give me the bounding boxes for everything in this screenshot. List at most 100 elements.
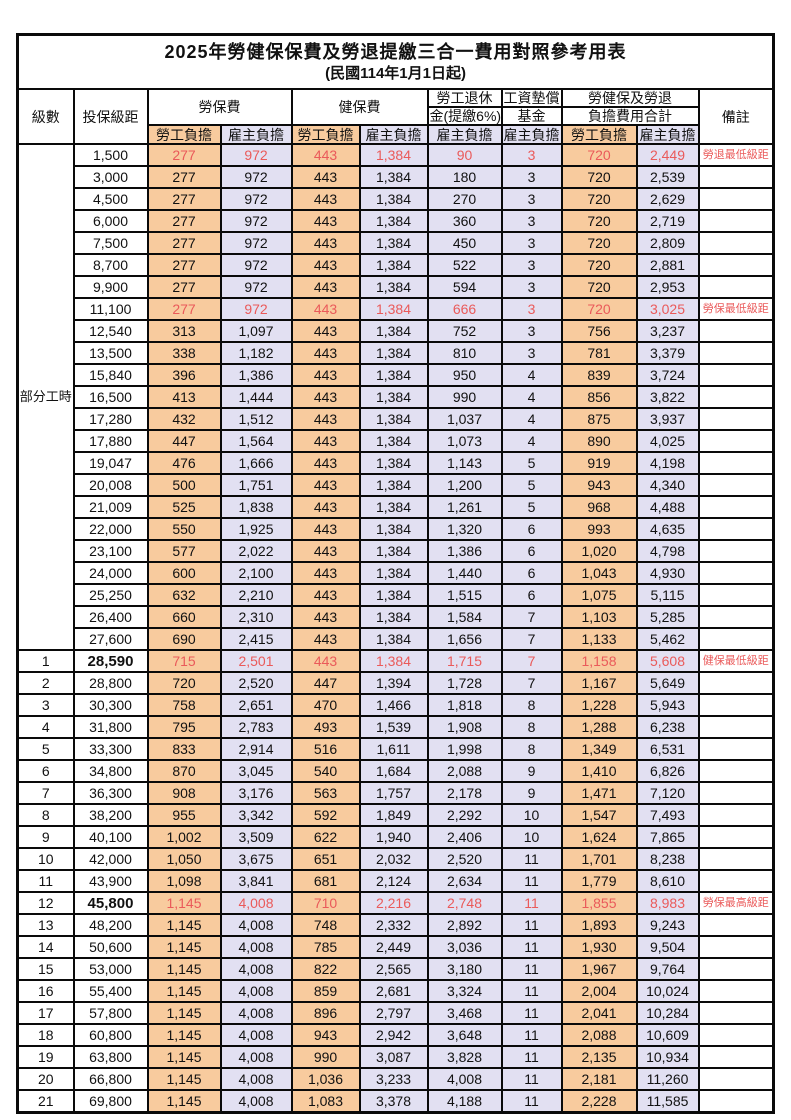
bracket-cell: 40,100	[72, 825, 149, 850]
level-cell: 1	[16, 649, 75, 674]
bracket-cell: 50,600	[72, 935, 149, 960]
note-cell	[697, 979, 775, 1004]
bracket-cell: 15,840	[72, 363, 149, 388]
value-cell: 1,611	[358, 737, 429, 762]
table-row: 15 53,000 1,145 4,008 822 2,565 3,180 11 1,967 9,…	[16, 957, 775, 982]
table-row: 19 63,800 1,145 4,008 990 3,087 3,828 11 2,135 10…	[16, 1045, 775, 1070]
value-cell: 540	[290, 759, 361, 784]
note-cell	[697, 913, 775, 938]
bracket-cell: 38,200	[72, 803, 149, 828]
value-cell: 6	[500, 539, 563, 564]
value-cell: 443	[290, 605, 361, 630]
value-cell: 795	[146, 715, 222, 740]
value-cell: 443	[290, 341, 361, 366]
value-cell: 4	[500, 363, 563, 388]
bracket-cell: 42,000	[72, 847, 149, 872]
value-cell: 396	[146, 363, 222, 388]
level-cell: 15	[16, 957, 75, 982]
value-cell: 6	[500, 517, 563, 542]
value-cell: 500	[146, 473, 222, 498]
value-cell: 1,940	[358, 825, 429, 850]
value-cell: 443	[290, 385, 361, 410]
value-cell: 594	[426, 275, 503, 300]
note-cell: 健保最低級距	[697, 649, 775, 674]
value-cell: 1,384	[358, 209, 429, 234]
value-cell: 2,539	[635, 165, 700, 190]
note-cell	[697, 627, 775, 652]
bracket-cell: 17,880	[72, 429, 149, 454]
bracket-cell: 69,800	[72, 1089, 149, 1114]
bracket-cell: 28,800	[72, 671, 149, 696]
table-row: 15,840 396 1,386 443 1,384 950 4 839 3,724	[18, 363, 775, 388]
value-cell: 2,634	[426, 869, 503, 894]
value-cell: 3,675	[219, 847, 293, 872]
value-cell: 1,145	[146, 1045, 222, 1070]
table-row: 11 43,900 1,098 3,841 681 2,124 2,634 11 1,779 8,…	[16, 869, 775, 894]
note-cell	[697, 539, 775, 564]
value-cell: 1,182	[219, 341, 293, 366]
value-cell: 4,008	[219, 913, 293, 938]
value-cell: 4,798	[635, 539, 700, 564]
value-cell: 2,041	[560, 1001, 638, 1026]
value-cell: 3	[500, 319, 563, 344]
value-cell: 443	[290, 583, 361, 608]
bracket-cell: 33,300	[72, 737, 149, 762]
bracket-cell: 30,300	[72, 693, 149, 718]
value-cell: 7	[500, 671, 563, 696]
value-cell: 2,942	[358, 1023, 429, 1048]
value-cell: 4,008	[219, 1045, 293, 1070]
col-header-wage-fund-line1: 工資墊償	[500, 87, 563, 109]
value-cell: 1,584	[426, 605, 503, 630]
value-cell: 1,167	[560, 671, 638, 696]
value-cell: 839	[560, 363, 638, 388]
value-cell: 277	[146, 209, 222, 234]
value-cell: 3,045	[219, 759, 293, 784]
value-cell: 3,841	[219, 869, 293, 894]
col-header-labor-insurance: 勞保費	[146, 87, 293, 127]
value-cell: 1,384	[358, 165, 429, 190]
level-cell: 5	[16, 737, 75, 762]
value-cell: 5	[500, 473, 563, 498]
value-cell: 443	[290, 561, 361, 586]
level-cell: 11	[16, 869, 75, 894]
value-cell: 1,145	[146, 891, 222, 916]
value-cell: 443	[290, 209, 361, 234]
value-cell: 1,930	[560, 935, 638, 960]
note-cell	[697, 561, 775, 586]
value-cell: 972	[219, 231, 293, 256]
value-cell: 972	[219, 275, 293, 300]
note-cell	[697, 1089, 775, 1114]
level-cell: 17	[16, 1001, 75, 1026]
table-body: 部分工時 1,500 277 972 443 1,384 90 3 720 2,449 勞退最低級距…	[16, 143, 775, 1114]
value-cell: 3,509	[219, 825, 293, 850]
value-cell: 2,088	[426, 759, 503, 784]
value-cell: 690	[146, 627, 222, 652]
value-cell: 443	[290, 231, 361, 256]
value-cell: 1,384	[358, 517, 429, 542]
value-cell: 1,384	[358, 385, 429, 410]
note-cell	[697, 583, 775, 608]
note-cell	[697, 803, 775, 828]
note-cell	[697, 1067, 775, 1092]
value-cell: 710	[290, 891, 361, 916]
level-cell: 19	[16, 1045, 75, 1070]
value-cell: 752	[426, 319, 503, 344]
value-cell: 1,384	[358, 561, 429, 586]
value-cell: 1,998	[426, 737, 503, 762]
table-row: 21,009 525 1,838 443 1,384 1,261 5 968 4,488	[18, 495, 775, 520]
value-cell: 2,449	[358, 935, 429, 960]
value-cell: 2,032	[358, 847, 429, 872]
value-cell: 8	[500, 693, 563, 718]
value-cell: 9,504	[635, 935, 700, 960]
value-cell: 1,384	[358, 341, 429, 366]
value-cell: 2,629	[635, 187, 700, 212]
value-cell: 277	[146, 143, 222, 168]
col-header-wage-fund-line2: 基金	[500, 106, 563, 127]
value-cell: 6,826	[635, 759, 700, 784]
value-cell: 3	[500, 297, 563, 322]
value-cell: 4,008	[219, 979, 293, 1004]
value-cell: 8,983	[635, 891, 700, 916]
value-cell: 10,284	[635, 1001, 700, 1026]
level-cell: 9	[16, 825, 75, 850]
value-cell: 493	[290, 715, 361, 740]
